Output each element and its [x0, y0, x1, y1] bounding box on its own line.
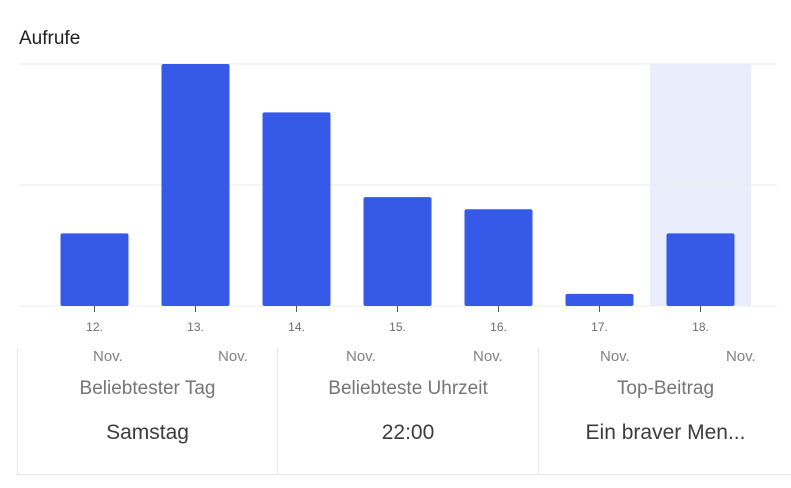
bar	[363, 197, 432, 306]
bar	[60, 233, 129, 306]
stat-popular-day: Beliebtester Tag Samstag	[18, 348, 278, 474]
month-label: Nov.	[473, 348, 503, 365]
x-tick-label: 16.	[490, 320, 507, 334]
stat-top-post[interactable]: Top-Beitrag Ein braver Men...	[539, 348, 791, 474]
views-bar-chart: 12. 13. 14. 15. 16. 17. 18.	[19, 63, 777, 334]
stat-label: Beliebtester Tag	[79, 378, 216, 399]
bar	[464, 209, 533, 306]
month-label: Nov.	[218, 348, 248, 365]
bar	[565, 293, 634, 306]
x-tick-label: 14.	[288, 320, 305, 334]
stat-value: 22:00	[381, 421, 435, 444]
x-tick-label: 18.	[692, 320, 709, 334]
month-label: Nov.	[726, 348, 756, 365]
stat-label: Top-Beitrag	[616, 378, 715, 399]
top-post-link[interactable]: Ein braver Men...	[585, 421, 746, 444]
month-label: Nov.	[600, 348, 630, 365]
x-tick-label: 12.	[86, 320, 103, 334]
month-label: Nov.	[93, 348, 123, 365]
stat-label: Beliebteste Uhrzeit	[328, 378, 488, 399]
month-label: Nov.	[346, 348, 376, 365]
stat-popular-time: Beliebteste Uhrzeit 22:00	[278, 348, 539, 474]
bar	[666, 233, 735, 306]
bar	[262, 112, 331, 307]
x-tick-label: 15.	[389, 320, 406, 334]
stats-summary: Beliebtester Tag Samstag Beliebteste Uhr…	[17, 348, 791, 475]
stat-value: Samstag	[106, 421, 189, 444]
bar	[161, 64, 230, 306]
x-tick-label: 13.	[187, 320, 204, 334]
chart-title: Aufrufe	[19, 28, 81, 49]
x-tick-label: 17.	[591, 320, 608, 334]
